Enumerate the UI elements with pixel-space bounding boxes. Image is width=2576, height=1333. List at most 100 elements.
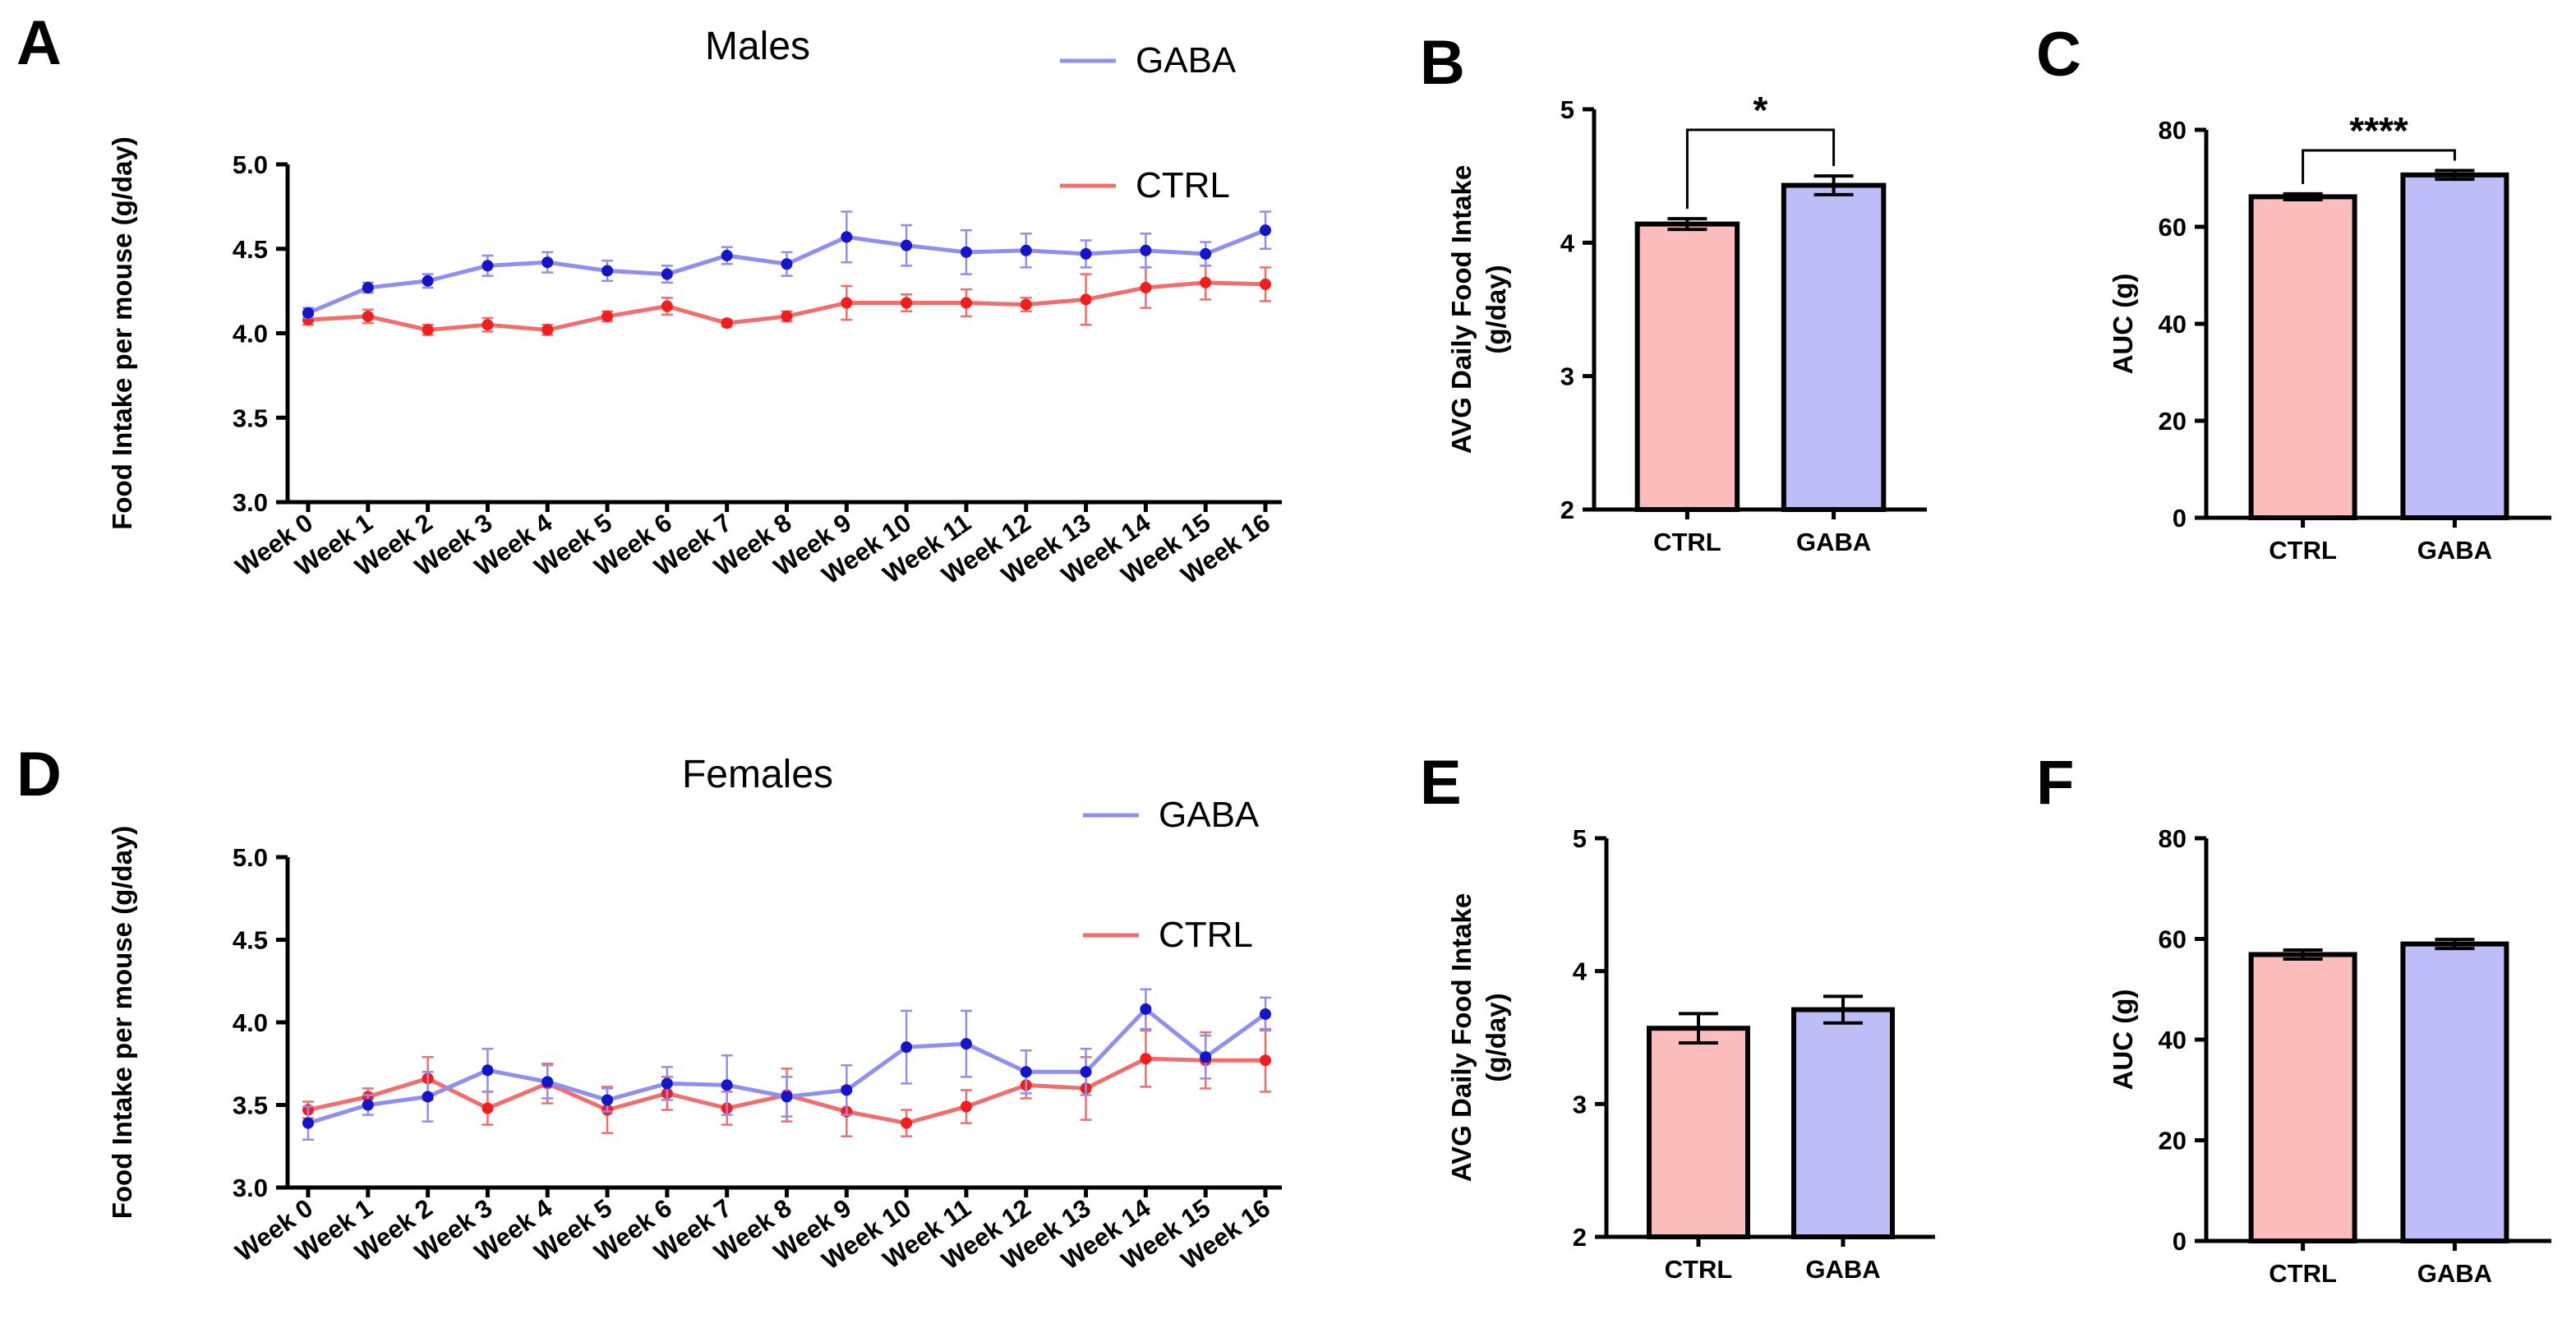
data-point-gaba <box>1140 1003 1152 1015</box>
y-axis-label: Food Intake per mouse (g/day) <box>107 826 137 1220</box>
panel-a: A 3.0 3.5 4.0 4.5 5.0 Food Intake per mouse (g… <box>16 8 1282 590</box>
data-point-ctrl <box>422 324 434 336</box>
panel-label-c: C <box>2036 20 2081 90</box>
significance-marker: * <box>1753 89 1768 131</box>
x-tick-label-gaba: GABA <box>2417 1259 2492 1288</box>
data-point-ctrl <box>1200 276 1212 288</box>
panel-c: C 0 20 40 60 80 AUC (g) CTRL GABA **** <box>2036 20 2551 565</box>
data-point-ctrl <box>781 310 793 322</box>
data-point-ctrl <box>1140 1053 1152 1065</box>
significance-marker: **** <box>2349 109 2408 152</box>
y-tick-label: 3 <box>1573 1090 1587 1119</box>
bar-gaba <box>1781 182 1887 512</box>
x-tick-label-gaba: GABA <box>1796 528 1871 556</box>
y-axis-label: Food Intake per mouse (g/day) <box>107 136 137 530</box>
data-point-gaba <box>541 256 554 269</box>
data-point-gaba <box>901 1041 913 1054</box>
legend-label-gaba: GABA <box>1136 40 1237 81</box>
panel-f: F 0 20 40 60 80 AUC (g) CTRL GABA <box>2036 748 2551 1288</box>
data-point-gaba <box>960 1038 972 1050</box>
y-axis-label: AUC (g) <box>2108 989 2138 1091</box>
data-point-ctrl <box>721 317 733 330</box>
data-point-gaba <box>302 307 314 319</box>
data-point-gaba <box>482 1064 494 1077</box>
bar-gaba <box>2400 172 2509 520</box>
significance-bracket <box>2302 149 2456 184</box>
y-tick-label: 2 <box>1573 1223 1587 1252</box>
data-point-gaba <box>960 246 972 258</box>
data-point-gaba <box>601 265 614 277</box>
panel-label-b: B <box>1420 28 1465 98</box>
data-point-gaba <box>781 258 793 270</box>
panel-d: D 3.0 3.5 4.0 4.5 5.0 Food Intake per mouse (g… <box>16 740 1282 1275</box>
legend-label-gaba: GABA <box>1159 795 1260 835</box>
y-tick-label: 5 <box>1560 95 1574 124</box>
data-point-gaba <box>781 1091 793 1103</box>
data-point-gaba <box>362 1099 374 1111</box>
y-tick-label: 0 <box>2173 1227 2187 1256</box>
data-point-ctrl <box>482 319 494 331</box>
data-point-ctrl <box>901 297 913 309</box>
data-point-gaba <box>901 239 913 251</box>
data-point-gaba <box>601 1094 614 1106</box>
data-point-gaba <box>1260 224 1271 237</box>
y-tick-label: 3.0 <box>233 488 268 517</box>
y-tick-label: 2 <box>1560 496 1574 524</box>
y-tick-label: 4.0 <box>233 1008 268 1037</box>
x-tick-label-ctrl: CTRL <box>2269 1259 2337 1288</box>
bar-ctrl <box>2248 952 2357 1244</box>
y-tick-label: 4 <box>1560 228 1575 257</box>
data-point-gaba <box>1140 244 1152 256</box>
data-point-ctrl <box>661 300 673 312</box>
panel-label-e: E <box>1420 748 1462 818</box>
data-point-gaba <box>362 282 374 294</box>
x-tick-label-ctrl: CTRL <box>2269 536 2337 565</box>
x-tick-label-ctrl: CTRL <box>1653 528 1721 556</box>
data-point-ctrl <box>601 310 614 322</box>
data-point-ctrl <box>482 1102 494 1114</box>
series-line-ctrl <box>307 280 1266 332</box>
y-axis-label-units: (g/day) <box>1481 265 1511 353</box>
data-point-ctrl <box>1260 1054 1271 1067</box>
data-point-ctrl <box>541 324 554 336</box>
data-point-gaba <box>482 260 494 272</box>
y-tick-label: 80 <box>2159 116 2187 145</box>
y-tick-label: 4 <box>1573 957 1588 986</box>
x-tick-label-gaba: GABA <box>1805 1255 1880 1284</box>
data-point-gaba <box>1200 247 1212 260</box>
data-point-gaba <box>302 1117 314 1129</box>
data-point-ctrl <box>960 297 972 309</box>
y-tick-label: 3.5 <box>233 404 268 432</box>
panel-label-a: A <box>16 8 62 78</box>
y-tick-label: 40 <box>2159 1026 2187 1054</box>
data-point-gaba <box>541 1076 554 1088</box>
y-tick-label: 20 <box>2159 1127 2187 1155</box>
data-point-gaba <box>721 1079 733 1091</box>
data-point-gaba <box>661 1077 673 1090</box>
y-axis-label: AUC (g) <box>2108 274 2138 375</box>
data-point-gaba <box>422 1091 434 1103</box>
data-point-ctrl <box>362 310 374 322</box>
y-tick-label: 20 <box>2159 407 2187 436</box>
data-point-gaba <box>422 274 434 287</box>
y-tick-label: 4.5 <box>233 235 268 264</box>
y-tick-label: 4.0 <box>233 320 268 348</box>
bar-gaba <box>1791 1007 1895 1240</box>
y-tick-label: 3.0 <box>233 1174 268 1202</box>
panel-label-f: F <box>2036 748 2074 818</box>
data-point-gaba <box>1260 1008 1271 1020</box>
data-point-gaba <box>1080 247 1092 260</box>
data-point-gaba <box>1080 1066 1092 1078</box>
data-point-gaba <box>1020 244 1032 256</box>
legend-label-ctrl: CTRL <box>1159 915 1253 955</box>
data-point-ctrl <box>901 1117 913 1129</box>
data-point-ctrl <box>1020 298 1032 311</box>
y-tick-label: 0 <box>2173 504 2187 533</box>
bar-gaba <box>2400 941 2509 1243</box>
y-axis-label: AVG Daily Food Intake <box>1446 893 1477 1182</box>
y-tick-label: 5.0 <box>233 843 268 872</box>
x-tick-label-gaba: GABA <box>2417 536 2492 565</box>
chart-title: Males <box>705 25 810 68</box>
x-tick-label-ctrl: CTRL <box>1665 1255 1733 1284</box>
